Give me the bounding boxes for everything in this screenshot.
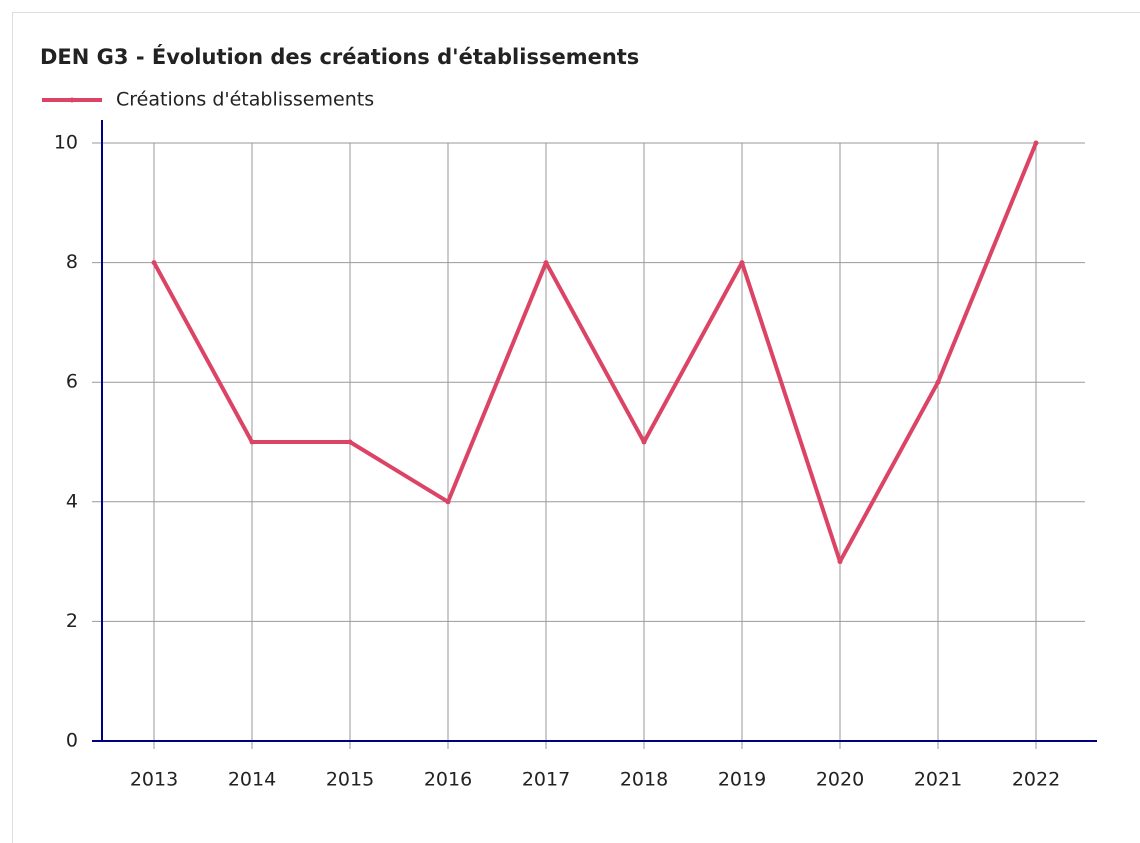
y-tick-label: 2 bbox=[66, 610, 78, 632]
x-tick-label: 2017 bbox=[522, 769, 570, 791]
y-tick-label: 0 bbox=[66, 730, 78, 752]
legend-label: Créations d'établissements bbox=[116, 89, 374, 111]
x-tick-label: 2015 bbox=[326, 769, 374, 791]
point bbox=[1033, 140, 1039, 146]
point bbox=[445, 499, 451, 505]
legend-dot bbox=[69, 97, 75, 103]
x-tick-label: 2013 bbox=[130, 769, 178, 791]
point bbox=[837, 559, 843, 565]
point bbox=[641, 439, 647, 445]
x-tick-label: 2014 bbox=[228, 769, 276, 791]
line bbox=[152, 142, 1038, 564]
x-tick-label: 2021 bbox=[914, 769, 962, 791]
point bbox=[543, 260, 549, 266]
x-tick-label: 2020 bbox=[816, 769, 864, 791]
x-tick-label: 2018 bbox=[620, 769, 668, 791]
y-tick-label: 4 bbox=[66, 490, 78, 512]
y-tick-label: 8 bbox=[66, 251, 78, 273]
point bbox=[249, 439, 255, 445]
x-tick-label: 2022 bbox=[1012, 769, 1060, 791]
point bbox=[739, 260, 745, 266]
point bbox=[151, 260, 157, 266]
card bbox=[12, 12, 1140, 843]
chart-title: DEN G3 - Évolution des créations d'établ… bbox=[40, 44, 639, 69]
point bbox=[935, 379, 941, 385]
x-tick-label: 2016 bbox=[424, 769, 472, 791]
x-tick-label: 2019 bbox=[718, 769, 766, 791]
y-tick-label: 10 bbox=[54, 132, 78, 154]
point bbox=[347, 439, 353, 445]
y-tick-label: 6 bbox=[66, 371, 78, 393]
